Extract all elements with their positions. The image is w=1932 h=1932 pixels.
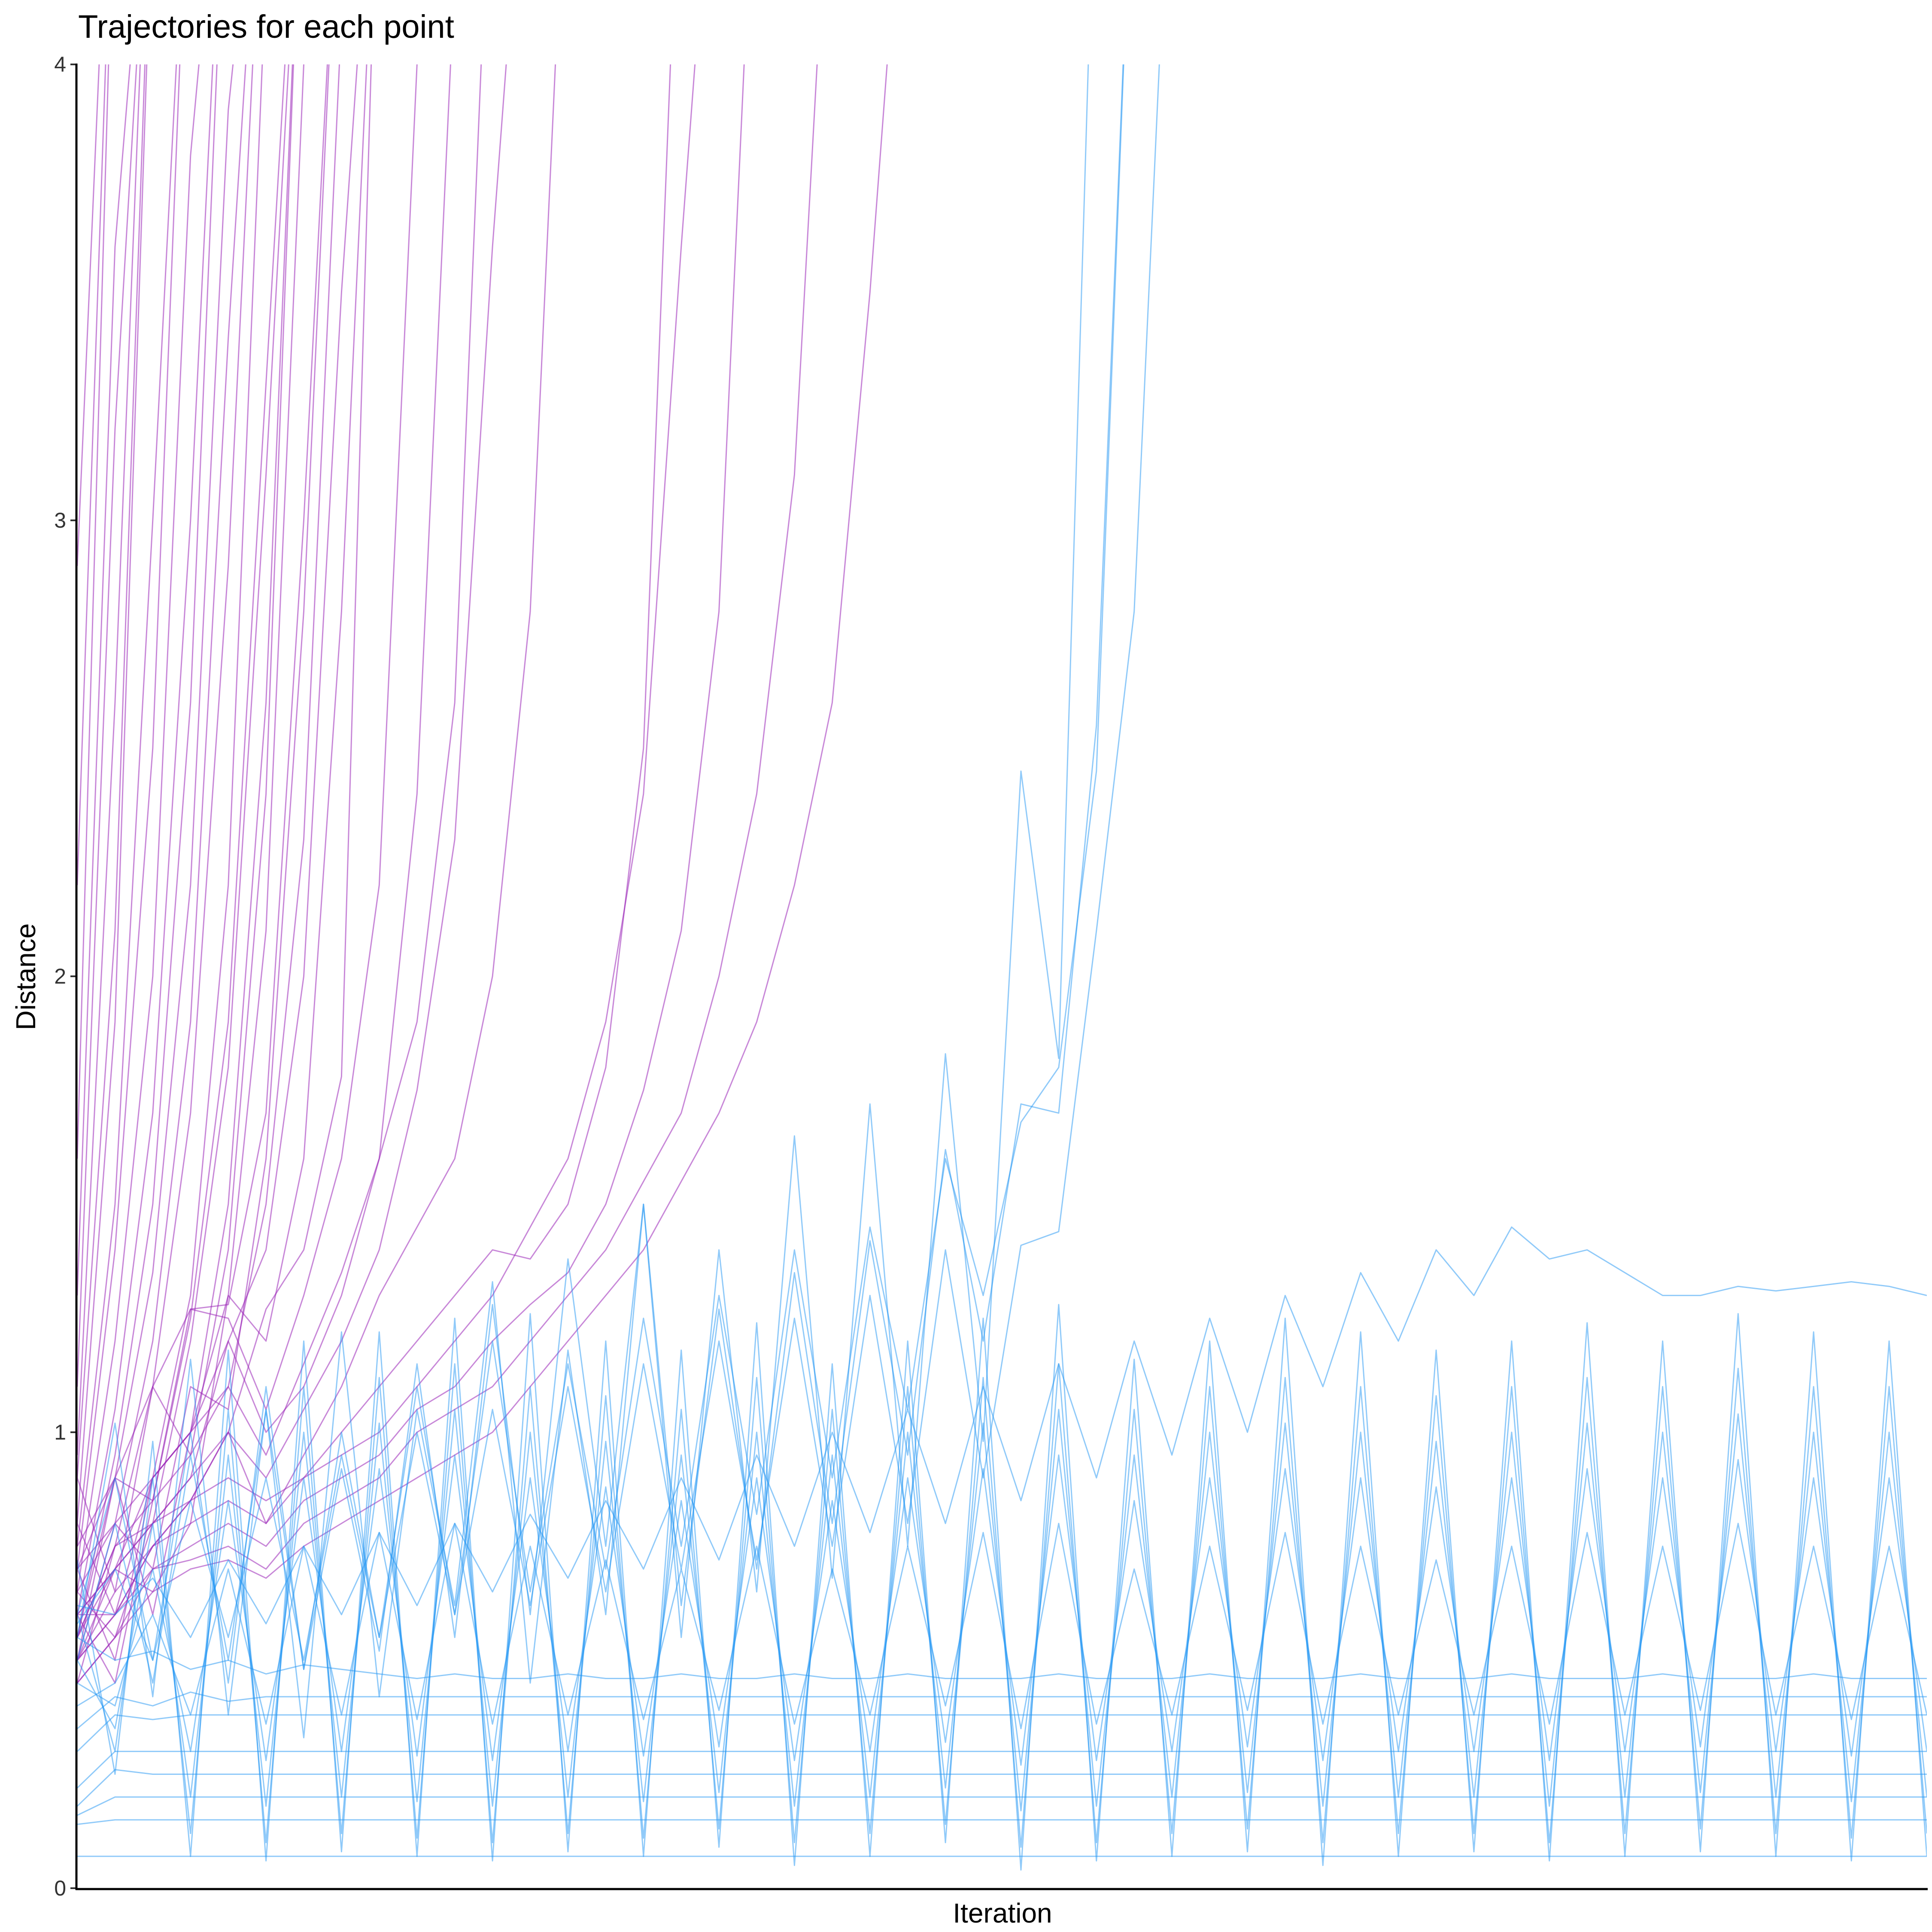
y-tick-label: 4 — [54, 52, 66, 76]
trajectory-line-escaping-9 — [77, 64, 181, 1569]
y-tick-label: 1 — [54, 1420, 66, 1444]
trajectory-line-escaping-11 — [77, 64, 214, 1615]
trajectory-line-bounded-39 — [77, 64, 1124, 1684]
trajectory-line-escaping-19 — [77, 64, 289, 1638]
trajectory-line-escaping-30 — [77, 64, 482, 1638]
trajectory-line-escaping-32 — [77, 64, 556, 1661]
trajectory-line-escaping-37 — [77, 64, 888, 1684]
trajectory-line-bounded-42 — [77, 1226, 1927, 1638]
y-tick-label: 0 — [54, 1876, 66, 1900]
trajectory-line-escaping-20 — [77, 64, 305, 1616]
trajectory-line-bounded-50 — [77, 1714, 1927, 1752]
trajectory-line-bounded-51 — [77, 1750, 1927, 1789]
trajectory-line-escaping-8 — [77, 64, 177, 1546]
trajectory-line-escaping-18 — [77, 64, 293, 1638]
trajectory-line-escaping-33 — [77, 64, 671, 1638]
trajectory-line-bounded-48 — [77, 1637, 1927, 1679]
trajectory-line-escaping-0 — [77, 64, 109, 1159]
trajectory-series-layer — [77, 64, 1927, 1871]
trajectory-line-escaping-34 — [77, 64, 696, 1661]
y-axis-ticks: 0 1 2 3 4 — [54, 52, 76, 1900]
trajectory-line-escaping-10 — [77, 64, 200, 1592]
trajectory-line-escaping-5 — [77, 64, 141, 1455]
y-axis-label: Distance — [10, 923, 41, 1030]
trajectory-line-escaping-1 — [77, 64, 106, 885]
trajectory-line-bounded-46 — [77, 1454, 1927, 1766]
trajectory-line-bounded-53 — [77, 1796, 1927, 1816]
trajectory-line-escaping-4 — [77, 64, 131, 1296]
trajectory-line-escaping-3 — [77, 64, 137, 1387]
y-tick-label: 3 — [54, 508, 66, 532]
trajectory-line-bounded-49 — [77, 1691, 1927, 1729]
trajectory-line-escaping-35 — [77, 64, 745, 1684]
trajectory-line-escaping-2 — [77, 64, 100, 566]
trajectory-line-escaping-25 — [77, 64, 358, 1638]
trajectory-line-escaping-15 — [77, 64, 254, 1683]
trajectory-line-bounded-54 — [77, 1819, 1927, 1825]
x-axis-label: Iteration — [953, 1898, 1052, 1929]
trajectory-line-bounded-40 — [77, 64, 1124, 1684]
trajectory-line-escaping-12 — [77, 64, 218, 1638]
trajectory-line-escaping-31 — [77, 64, 507, 1615]
trajectory-line-bounded-47 — [77, 1522, 1927, 1729]
trajectory-line-bounded-43 — [77, 1304, 1927, 1871]
trajectory-line-escaping-7 — [77, 64, 146, 1478]
trajectory-line-bounded-41 — [77, 64, 1160, 1661]
trajectory-line-escaping-21 — [77, 64, 295, 1593]
y-tick-label: 2 — [54, 964, 66, 988]
trajectory-line-escaping-13 — [77, 64, 234, 1661]
trajectory-line-escaping-23 — [77, 64, 328, 1547]
trajectory-line-escaping-6 — [77, 64, 148, 1524]
chart-title: Trajectories for each point — [78, 9, 454, 45]
trajectory-line-bounded-52 — [77, 1769, 1927, 1807]
trajectory-line-escaping-22 — [77, 64, 330, 1570]
